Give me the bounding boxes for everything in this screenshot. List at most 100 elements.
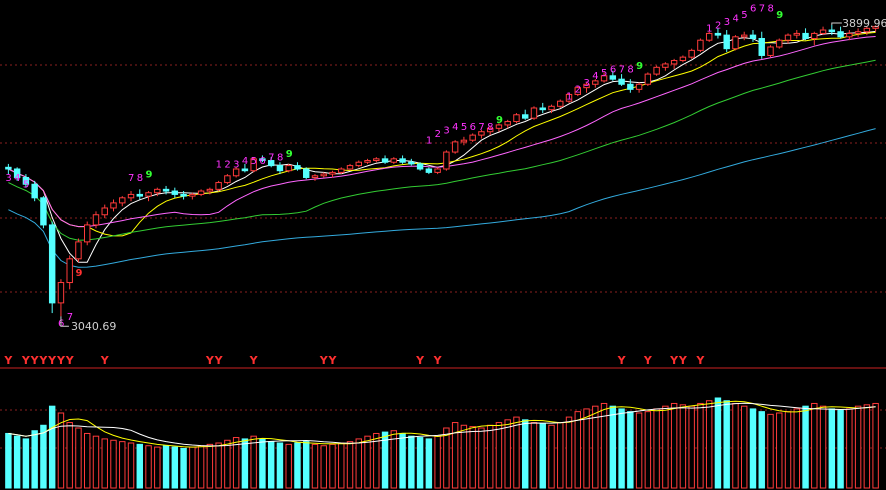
volume-bar (784, 411, 792, 489)
volume-bar (688, 405, 695, 489)
volume-bar (662, 405, 669, 489)
candle-body (618, 78, 625, 85)
signal-label: Y (21, 354, 31, 367)
volume-bar (276, 442, 284, 489)
candle-body (732, 36, 739, 50)
candle-body (451, 141, 459, 153)
count-label: 1 (216, 159, 222, 170)
ma10-line (8, 31, 876, 237)
candle-body (846, 32, 853, 38)
volume-bar (600, 402, 608, 489)
candle-body (863, 27, 871, 33)
volume-bar (66, 422, 73, 489)
volume-bar (31, 430, 38, 489)
volume-bar (819, 405, 827, 489)
candle-body (811, 32, 818, 40)
volume-bar (846, 408, 853, 489)
count-label: 6 (750, 3, 756, 14)
volume-bar (478, 427, 485, 489)
volume-bar (224, 439, 231, 489)
count-label: 5 (23, 180, 29, 191)
count-label: 6 (470, 122, 476, 133)
volume-bar (749, 408, 757, 489)
volume-bar (486, 424, 494, 489)
candle-body (189, 193, 196, 197)
candle-body (705, 32, 713, 41)
volume-bar (863, 404, 871, 489)
candle-body (416, 163, 424, 170)
volume-bar (189, 446, 196, 489)
volume-bar (539, 423, 546, 489)
candle-body (154, 188, 161, 194)
volume-bar (434, 435, 441, 489)
count-label: 4 (592, 71, 598, 82)
candle-body (399, 158, 406, 163)
volume-bar (872, 402, 879, 489)
volume-bar (469, 426, 476, 489)
count-label: 3 (443, 125, 449, 136)
candle-body (679, 56, 687, 62)
candle-body (548, 105, 555, 111)
candle-body (460, 139, 468, 143)
volume-bar (145, 445, 152, 489)
volume-ma-line (8, 402, 876, 447)
candle-body (171, 190, 179, 195)
candle-body (688, 49, 695, 58)
candle-body (776, 39, 783, 48)
candle-body (119, 197, 126, 204)
count-label: 4 (452, 122, 458, 133)
candle-body (670, 60, 678, 65)
volume-bar (13, 435, 21, 489)
volume-bar (670, 402, 678, 489)
volume-bar (767, 413, 774, 489)
count-label: 2 (715, 20, 721, 31)
volume-bar (180, 447, 187, 489)
candle-body (75, 241, 82, 260)
volume-bar (259, 438, 266, 489)
volume-bar (215, 442, 222, 489)
volume-bar (390, 430, 398, 489)
candle-body (557, 100, 564, 107)
signal-label: Y (433, 354, 443, 367)
count-label: 1 (426, 136, 432, 147)
volume-bar (697, 402, 704, 489)
volume-bar (84, 432, 91, 489)
candle-body (627, 83, 634, 90)
volume-bar (732, 402, 739, 489)
candle-body (767, 46, 774, 56)
candle-body (635, 83, 643, 90)
candle-body (504, 121, 511, 126)
volume-bar (522, 419, 529, 489)
candle-body (101, 207, 108, 216)
candle-body (215, 182, 222, 190)
volume-bar (408, 435, 415, 489)
candle-body (206, 188, 214, 192)
candle-body (259, 158, 266, 162)
volume-bar (127, 442, 135, 489)
signal-label: Y (47, 354, 57, 367)
ma60-line (8, 128, 876, 268)
volume-bar (40, 424, 47, 489)
candle-body (819, 29, 827, 34)
count-label: 8 (487, 122, 493, 133)
candle-body (346, 165, 354, 170)
count-label: 6 (610, 64, 616, 75)
volume-bar (548, 424, 555, 489)
candle-body (180, 193, 187, 197)
signal-label: Y (415, 354, 425, 367)
count-label: 7 (128, 173, 134, 184)
count-label: 1 (706, 24, 712, 35)
count-label: 3 (233, 159, 239, 170)
volume-bar (267, 441, 275, 489)
volume-bar (373, 432, 380, 489)
candle-body (802, 32, 809, 40)
volume-bar (250, 435, 257, 489)
candle-body (565, 93, 573, 102)
volume-bar (644, 411, 652, 489)
count-label: 9 (636, 61, 643, 72)
volume-bar (311, 443, 319, 489)
volume-bar (92, 435, 100, 489)
volume-bar (294, 442, 301, 489)
